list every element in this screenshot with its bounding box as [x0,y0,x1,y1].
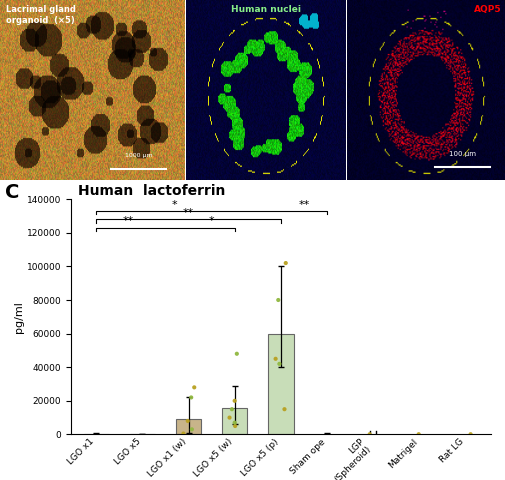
Text: **: ** [123,216,134,227]
Text: 100 μm: 100 μm [448,151,475,156]
Text: *: * [209,216,214,227]
Text: Lacrimal gland
organoid  (×5): Lacrimal gland organoid (×5) [6,5,75,25]
Point [271,355,279,363]
Bar [268,334,293,434]
Point [225,414,233,421]
Point [187,426,195,433]
Point [280,405,288,413]
Point [414,431,422,438]
Point [231,422,239,430]
Point [466,431,474,438]
Point [190,384,198,391]
Point [232,350,240,358]
Bar [222,408,247,434]
Point [275,360,283,368]
Text: C: C [5,183,19,203]
Point [227,405,235,413]
Text: *: * [172,200,177,210]
Point [183,417,191,425]
Text: **: ** [297,200,309,210]
Point [230,419,238,427]
Point [187,394,195,401]
Text: AQP5: AQP5 [473,5,500,14]
Point [274,296,282,304]
Point [365,431,373,438]
Y-axis label: pg/ml: pg/ml [14,301,24,333]
Text: 1000 μm: 1000 μm [124,154,152,158]
Point [230,397,238,405]
Point [179,430,187,437]
Point [281,259,289,267]
Bar [176,420,201,434]
Text: Human nuclei: Human nuclei [230,5,300,14]
Text: Human  lactoferrin: Human lactoferrin [78,184,225,198]
Text: **: ** [182,208,194,218]
